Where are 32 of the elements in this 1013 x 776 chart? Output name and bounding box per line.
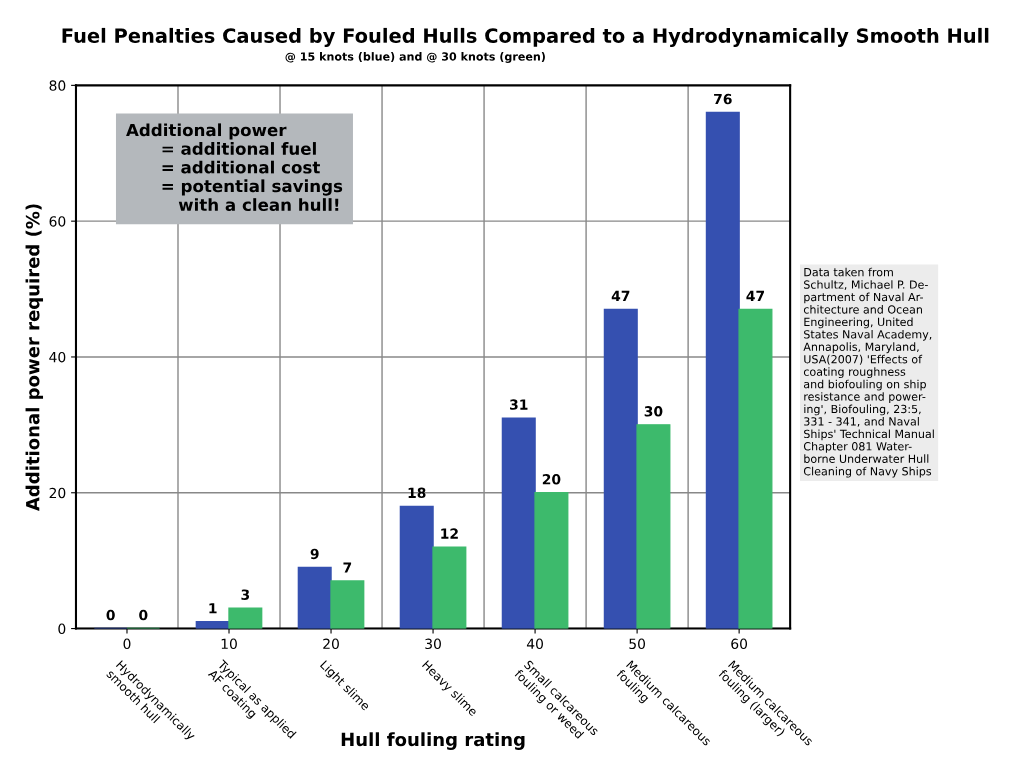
y-tick-label: 0 [58, 623, 66, 635]
data-label: 47 [611, 290, 630, 301]
data-label: 0 [106, 609, 115, 621]
data-label: 7 [343, 562, 352, 573]
data-label: 0 [139, 609, 148, 621]
annotation: Additional power = additional fuel = additional cost = potential savings with a clean hull! [126, 123, 343, 212]
x-tick-label: 0 [123, 638, 131, 650]
data-label: 20 [542, 474, 561, 485]
data-label: 31 [510, 399, 528, 410]
y-tick-label: 80 [49, 80, 66, 91]
chart-title: Fuel Penalties Caused by Fouled Hulls Compared to a Hydrodynamically Smooth Hull [62, 27, 989, 47]
data-label: 76 [714, 93, 732, 105]
data-label: 12 [441, 528, 458, 539]
y-axis-title: Additional power required (%) [25, 204, 44, 512]
y-tick-label: 40 [49, 351, 66, 363]
y-tick-label: 20 [49, 487, 66, 499]
text: Data taken from Schultz, Michael P. De- partment of Naval Ar- chitecture and Ocean Engineering, United States Naval Academy, Annapolis, Maryland, USA(2007) 'Effects of coating roughness and biofouling on ship resistance and power- ing', Biofouling, 23:5, 331 - 341, and Naval Ships' Technical Manual Chapter 081 Water- borne Underwater Hull Cleaning of Navy Ships [803, 267, 934, 478]
x-axis-title: Hull fouling rating [341, 732, 525, 750]
data-label: 3 [241, 589, 250, 600]
data-label: 18 [408, 487, 426, 499]
data-label: 30 [644, 406, 663, 417]
data-label: 1 [209, 603, 217, 614]
x-tick-label: 20 [323, 638, 339, 650]
x-tick-label: 50 [629, 638, 646, 650]
x-tick-label: 60 [731, 638, 748, 650]
data-label: 9 [310, 548, 319, 560]
x-tick-label: 10 [221, 638, 237, 650]
x-tick-label: 30 [425, 638, 441, 650]
data-label: 47 [746, 290, 765, 301]
y-tick-label: 60 [49, 216, 66, 227]
x-tick-label: 40 [526, 638, 543, 650]
chart-subtitle: @ 15 knots (blue) and @ 30 knots (green) [285, 52, 545, 63]
